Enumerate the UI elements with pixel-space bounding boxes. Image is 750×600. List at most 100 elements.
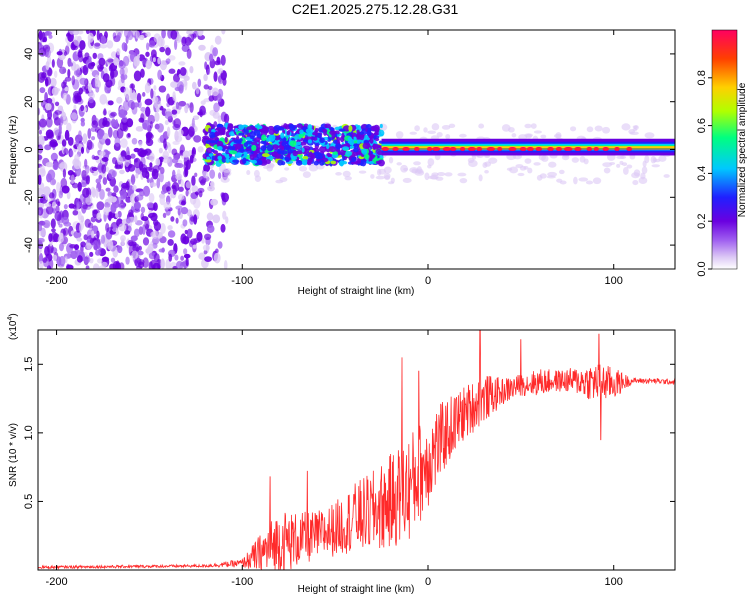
spectrogram-cell	[98, 57, 106, 67]
spectrogram-cell	[115, 260, 120, 269]
spectrogram-cell	[324, 123, 331, 129]
spectrogram-cell	[202, 244, 211, 252]
spectrogram-cell	[140, 212, 145, 221]
spectrogram-cell	[285, 156, 290, 163]
spectrogram-cell	[180, 179, 184, 188]
spectrogram-cell	[80, 117, 85, 123]
spectrogram-cell	[115, 196, 123, 204]
spectrogram-cell	[171, 109, 178, 115]
spectrogram-cell	[172, 169, 176, 179]
spectrogram-cell	[638, 176, 648, 184]
spectrogram-cell	[179, 67, 187, 76]
spectrogram-cell	[202, 170, 209, 179]
spectrogram-cell	[101, 164, 107, 174]
spectrogram-cell	[118, 109, 127, 119]
spectrogram-cell	[362, 142, 370, 150]
spectrogram-cell	[342, 155, 346, 161]
spectrogram-cell	[118, 223, 127, 232]
spectrogram-cell	[400, 164, 408, 173]
spectrogram-cell	[119, 169, 125, 175]
spectrogram-cell	[58, 223, 63, 228]
spectrogram-cell	[609, 161, 616, 165]
spectrogram-cell	[573, 176, 578, 185]
spectrogram-cell	[178, 61, 186, 66]
spectrogram-cell	[107, 195, 113, 205]
spectrogram-cell	[217, 155, 223, 161]
spectrogram-cell	[556, 178, 563, 183]
spectrogram-cell	[125, 154, 132, 160]
spectrogram-cell	[38, 174, 42, 186]
snr-y-tick-label: 0.5	[23, 494, 35, 509]
spectrogram-cell	[246, 170, 251, 176]
spectrogram-cell	[511, 133, 517, 138]
spectrogram-cell	[73, 159, 82, 170]
spectrogram-cell	[341, 146, 350, 151]
spectrogram-cell	[112, 157, 117, 165]
spectrogram-cell	[229, 150, 238, 155]
spectrogram-cell	[130, 174, 136, 186]
spectrogram-cell	[56, 51, 63, 56]
spectrogram-cell	[164, 119, 169, 126]
spectrogram-cell	[126, 146, 130, 157]
spectrogram-cell	[164, 111, 173, 120]
spectrogram-cell	[191, 81, 197, 90]
spectrogram-cell	[626, 164, 633, 169]
spectrogram-cell	[232, 159, 240, 163]
spectrogram-cell	[38, 239, 43, 249]
spectrogram-cell	[79, 40, 86, 51]
spectrogram-cell	[254, 175, 262, 182]
spectrogram-cell	[175, 217, 179, 224]
spectrogram-cell	[555, 132, 562, 139]
spectrogram-cell	[48, 233, 53, 242]
spectrogram-cell	[66, 263, 70, 269]
spectrogram-cell	[459, 177, 468, 184]
spectrogram-cell	[558, 169, 565, 175]
colorbar-ticks: 0.0 0.2 0.4 0.6 0.8	[696, 70, 712, 277]
spectrogram-cell	[92, 263, 100, 269]
spectrogram-cell	[378, 129, 385, 137]
spectrogram-cell	[44, 92, 48, 103]
spectrogram-cell	[145, 31, 151, 37]
spectrogram-cell	[206, 212, 214, 221]
spectrogram-cell	[102, 73, 110, 83]
spectrogram-cell	[76, 237, 83, 242]
spectrogram-cell	[540, 134, 547, 139]
spectrogram-cell	[116, 128, 124, 139]
spectrogram-cell	[49, 77, 57, 88]
spectrogram-cell	[84, 165, 90, 174]
spectrogram-cell	[212, 214, 221, 224]
spectrogram-cell	[117, 245, 123, 254]
spectrogram-cell	[99, 188, 105, 200]
spectrogram-cell	[180, 255, 185, 261]
spectrogram-cell	[107, 239, 114, 251]
spectrogram-cell	[119, 202, 126, 209]
spectrogram-cell	[204, 256, 212, 262]
spectrogram-cell	[619, 160, 624, 165]
spectrogram-cell	[341, 132, 345, 140]
spectrogram-cell	[133, 56, 140, 67]
spectrogram-cell	[527, 167, 533, 174]
spectrogram-cell	[430, 135, 440, 140]
spectrogram-cell	[64, 129, 70, 141]
spectrogram-cell	[59, 66, 67, 75]
spectrogram-cell	[51, 228, 56, 233]
spectrogram-cell	[158, 171, 164, 183]
spectrogram-cell	[164, 181, 171, 187]
spectrogram-cell	[301, 147, 305, 153]
spectrogram-cell	[82, 204, 88, 210]
spectrogram-cell	[189, 102, 194, 113]
spectrogram-cell	[85, 30, 90, 35]
spectrogram-y-ticks: -40 -20 0 20 40	[23, 48, 675, 253]
spectrogram-cell	[82, 64, 89, 76]
spectrogram-cell	[159, 222, 166, 234]
spectrogram-cell	[228, 145, 237, 151]
spectrogram-cell	[501, 124, 511, 132]
spectrogram-cell	[182, 219, 188, 227]
spectrogram-cell	[118, 60, 126, 70]
spectrogram-cell	[163, 138, 167, 149]
spectrogram-cell	[319, 137, 325, 144]
spectrogram-cell	[77, 211, 82, 221]
spectrogram-cell	[51, 201, 57, 209]
spectrogram-cell	[136, 92, 142, 103]
